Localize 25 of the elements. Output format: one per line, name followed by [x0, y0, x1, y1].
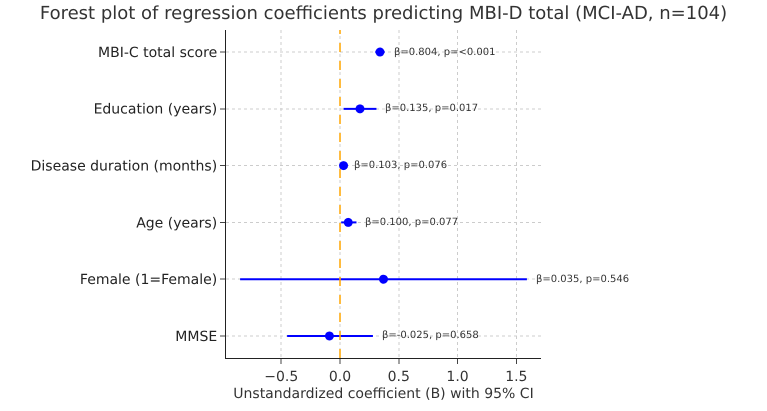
y-tick-label: MMSE [175, 328, 218, 345]
point [375, 48, 384, 57]
y-tick-label: Education (years) [94, 102, 218, 118]
point [339, 161, 348, 170]
chart-title: Forest plot of regression coefficients predicting MBI-D total (MCI-AD, n=104) [40, 2, 728, 24]
point [379, 274, 388, 284]
y-tick-label: Female (1=Female) [80, 272, 218, 288]
annotation: β=0.035, p=0.546 [536, 274, 630, 285]
point [344, 218, 353, 227]
annotation: β=-0.025, p=0.658 [382, 330, 479, 341]
annotation: β=0.804, p=<0.001 [394, 47, 496, 58]
annotation: β=0.103, p=0.076 [354, 160, 448, 171]
y-tick-label: MBI-C total score [98, 44, 218, 61]
x-tick-label: 0.0 [328, 368, 352, 385]
x-tick-label: 1.5 [505, 368, 528, 385]
point [324, 331, 334, 340]
x-tick-label: 1.0 [446, 368, 469, 385]
annotation: β=0.100, p=0.077 [365, 217, 458, 228]
point [355, 104, 364, 114]
y-tick-label: Disease duration (months) [30, 158, 218, 175]
annotation: β=0.135, p=0.017 [385, 103, 478, 114]
y-tick-label: Age (years) [136, 215, 218, 232]
x-axis-title: Unstandardized coefficient (B) with 95% CI [233, 386, 534, 402]
x-tick-label: 0.5 [388, 368, 410, 385]
x-tick-label: −0.5 [264, 368, 298, 385]
